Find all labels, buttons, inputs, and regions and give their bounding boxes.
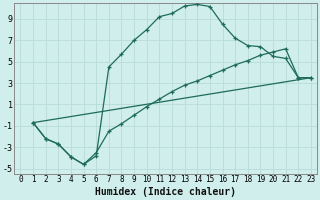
X-axis label: Humidex (Indice chaleur): Humidex (Indice chaleur) (95, 187, 236, 197)
